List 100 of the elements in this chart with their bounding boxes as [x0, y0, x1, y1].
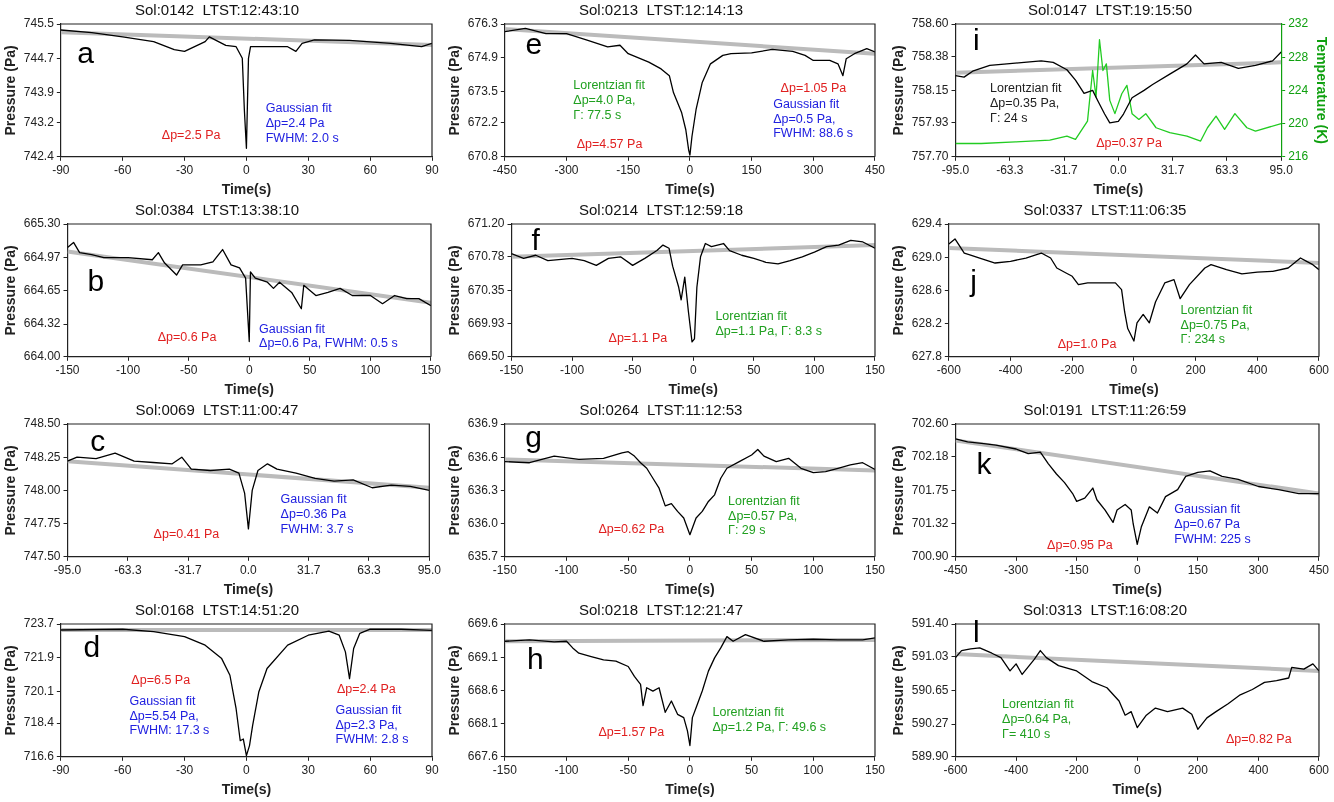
- x-axis-title: Time(s): [221, 181, 272, 198]
- y-axis-title: Pressure (Pa): [446, 45, 463, 136]
- x-axis-title: Time(s): [665, 181, 715, 198]
- annotation: Δp=6.5 Pa: [131, 672, 191, 687]
- y-tick-label: 636.6: [467, 449, 499, 464]
- x-tick-label: -30: [175, 163, 194, 178]
- x-tick-label: 150: [864, 563, 886, 578]
- y-axis-title: Pressure (Pa): [2, 45, 19, 136]
- y-tick-label: 664.97: [23, 250, 61, 265]
- x-axis-title: Time(s): [224, 381, 275, 398]
- x-tick-label: -450: [943, 563, 968, 578]
- x-tick-label: 31.7: [297, 563, 321, 578]
- y-axis-title: Pressure (Pa): [890, 245, 907, 336]
- annotation: Gaussian fit Δp=0.67 Pa FWHM: 225 s: [1174, 502, 1251, 546]
- y-tick-label: 669.50: [467, 349, 505, 364]
- y-tick-label: 667.6: [467, 749, 499, 764]
- y-tick-label: 701.32: [911, 516, 949, 531]
- y-tick-label: 700.90: [911, 549, 949, 564]
- y-tick-label: 676.3: [467, 16, 499, 31]
- x-tick-label: 600: [1308, 363, 1330, 378]
- y-tick-label: 702.60: [911, 416, 949, 431]
- y-tick-label: 672.2: [467, 115, 499, 130]
- y-tick-label: 636.3: [467, 482, 499, 497]
- x-tick-label: 150: [1187, 563, 1209, 578]
- chart-title: Sol:0147 LTST:19:15:50: [1027, 1, 1193, 19]
- x-tick-label: -90: [52, 163, 70, 178]
- annotation: Lorentzian fit Δp=0.64 Pa, Γ= 410 s: [1002, 697, 1075, 741]
- annotation: Δp=0.41 Pa: [153, 526, 220, 541]
- y-tick-label: 716.6: [23, 749, 55, 764]
- annotation: Δp=1.05 Pa: [780, 80, 847, 95]
- x-tick-label: 400: [1247, 363, 1268, 378]
- y-tick-label: 629.0: [911, 249, 943, 264]
- x-tick-label: 60: [363, 163, 378, 178]
- x-tick-label: -150: [1064, 563, 1089, 578]
- x-tick-label: -50: [179, 363, 198, 378]
- x-tick-label: -200: [1064, 763, 1089, 778]
- x-tick-label: -300: [1004, 563, 1029, 578]
- y-tick-label: 629.4: [911, 216, 943, 231]
- y-tick-label: 669.6: [467, 616, 499, 631]
- y2-tick-label: 228: [1288, 49, 1309, 64]
- annotation: Gaussian fit Δp=2.4 Pa FWHM: 2.0 s: [265, 101, 339, 145]
- x-tick-label: 0: [1130, 363, 1138, 378]
- chart-title: Sol:0264 LTST:11:12:53: [579, 401, 743, 419]
- annotation: Lorentzian fit Δp=0.75 Pa, Γ: 234 s: [1180, 302, 1253, 347]
- x-tick-label: 450: [864, 163, 886, 178]
- x-tick-label: 0: [245, 363, 253, 378]
- y-tick-label: 591.40: [911, 616, 949, 631]
- x-tick-label: 0: [689, 363, 697, 378]
- y-tick-label: 628.2: [911, 315, 943, 330]
- y-tick-label: 670.35: [467, 282, 505, 297]
- annotation: i: [973, 22, 980, 56]
- annotation: Lorentzian fit Δp=0.35 Pa, Γ: 24 s: [990, 81, 1063, 125]
- x-tick-label: 600: [1308, 763, 1330, 778]
- chart-title: Sol:0191 LTST:11:26:59: [1023, 401, 1187, 419]
- x-tick-label: 30: [301, 763, 316, 778]
- y-tick-label: 664.32: [23, 316, 61, 331]
- x-tick-label: 0.0: [240, 563, 258, 578]
- x-tick-label: -150: [616, 163, 641, 178]
- x-tick-label: -300: [554, 163, 579, 178]
- x-tick-label: 300: [1248, 563, 1269, 578]
- annotation: k: [976, 447, 993, 481]
- x-tick-label: 63.3: [1215, 163, 1239, 178]
- x-tick-label: -150: [499, 363, 524, 378]
- y-tick-label: 670.78: [467, 249, 505, 264]
- y-tick-label: 757.93: [911, 115, 949, 130]
- annotation: Gaussian fit Δp=2.3 Pa, FWHM: 2.8 s: [335, 702, 409, 747]
- annotation: c: [90, 423, 106, 457]
- x-tick-label: -95.0: [53, 563, 82, 578]
- annotation: Δp=1.0 Pa: [1057, 336, 1117, 351]
- x-axis-title: Time(s): [668, 381, 719, 398]
- y-tick-label: 589.90: [911, 749, 949, 764]
- chart-title: Sol:0168 LTST:14:51:20: [134, 601, 300, 619]
- x-tick-label: 200: [1185, 363, 1206, 378]
- y-tick-label: 702.18: [911, 449, 949, 464]
- x-tick-label: -63.3: [996, 163, 1024, 178]
- annotation: Δp=2.5 Pa: [161, 127, 221, 142]
- x-tick-label: 50: [303, 363, 317, 378]
- x-tick-label: 95.0: [417, 563, 442, 578]
- annotation: l: [972, 614, 980, 648]
- y-tick-label: 590.27: [911, 716, 949, 731]
- x-tick-label: 150: [864, 763, 886, 778]
- x-tick-label: -95.0: [941, 163, 970, 178]
- y-tick-label: 636.9: [467, 416, 499, 431]
- x-tick-label: 30: [301, 163, 316, 178]
- y-tick-label: 720.1: [23, 683, 55, 698]
- y-tick-label: 745.5: [23, 16, 55, 31]
- y-tick-label: 635.7: [467, 549, 499, 564]
- annotation: Lorentzian fit Δp=1.1 Pa, Γ: 8.3 s: [715, 309, 823, 339]
- x-tick-label: -90: [52, 763, 70, 778]
- x-axis-title: Time(s): [223, 581, 274, 598]
- x-tick-label: 0: [686, 763, 694, 778]
- y2-tick-label: 216: [1288, 149, 1309, 164]
- x-axis-title: Time(s): [1093, 181, 1144, 198]
- y-tick-label: 669.1: [467, 649, 499, 664]
- x-tick-label: 90: [425, 763, 439, 778]
- annotation: Δp=0.6 Pa: [157, 329, 217, 344]
- x-tick-label: -100: [554, 563, 579, 578]
- chart-title: Sol:0384 LTST:13:38:10: [134, 201, 300, 219]
- x-tick-label: 90: [425, 163, 439, 178]
- x-tick-label: 0: [243, 763, 251, 778]
